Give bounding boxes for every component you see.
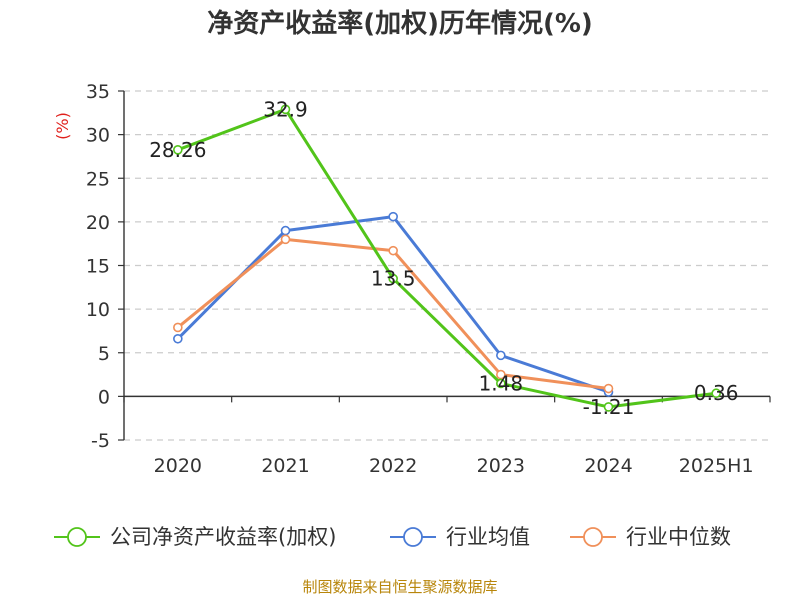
data-point xyxy=(280,104,291,115)
x-tick-label: 2022 xyxy=(369,455,417,477)
x-tick-label: 2025H1 xyxy=(679,455,754,477)
data-point xyxy=(388,211,398,222)
legend-label: 行业中位数 xyxy=(626,525,731,549)
data-point xyxy=(173,322,183,333)
legend-marker xyxy=(583,527,603,547)
data-point xyxy=(388,245,398,256)
data-label: -1.21 xyxy=(583,395,635,419)
legend-marker xyxy=(67,527,87,547)
y-axis-label: (%) xyxy=(53,112,72,140)
legend-item: 行业中位数 xyxy=(570,525,731,549)
series-lines xyxy=(173,104,721,412)
data-labels: 28.26 32.9 13.5 1.48 -1.21 0.36 xyxy=(149,97,738,419)
chart-title: 净资产收益率(加权)历年情况(%) xyxy=(207,8,593,39)
data-point xyxy=(711,388,721,399)
x-tick-label: 2023 xyxy=(477,455,525,477)
grid-lines xyxy=(124,90,770,441)
x-tick-label: 2024 xyxy=(584,455,632,477)
axes: 35 30 25 20 15 10 5 0 -5 2020 2021 2022 2023 2024 2025… xyxy=(86,81,771,477)
legend-item: 公司净资产收益率(加权) xyxy=(54,525,336,549)
x-tick-label: 2021 xyxy=(261,455,309,477)
data-point xyxy=(173,145,183,155)
y-tick-label: 15 xyxy=(86,256,110,278)
legend-item: 行业均值 xyxy=(390,525,530,549)
data-label: 28.26 xyxy=(149,138,206,162)
legend-label: 公司净资产收益率(加权) xyxy=(110,525,336,549)
series-line xyxy=(177,107,717,409)
data-point xyxy=(496,350,506,361)
y-tick-label: -5 xyxy=(91,430,110,452)
data-point xyxy=(496,369,506,380)
data-point xyxy=(603,383,614,394)
legend: 公司净资产收益率(加权) 行业均值 行业中位数 xyxy=(54,525,731,549)
source-note: 制图数据来自恒生聚源数据库 xyxy=(302,578,497,596)
data-point xyxy=(173,333,183,344)
y-tick-label: 10 xyxy=(86,299,110,321)
y-tick-label: 25 xyxy=(86,168,110,190)
series-line xyxy=(176,215,609,394)
data-point xyxy=(280,225,291,236)
y-tick-label: 20 xyxy=(86,212,110,234)
data-point xyxy=(496,378,506,389)
series-line xyxy=(176,237,609,391)
y-tick-label: 30 xyxy=(86,125,110,147)
data-label: 13.5 xyxy=(371,267,416,291)
data-point xyxy=(603,402,614,412)
y-tick-label: 0 xyxy=(98,386,110,408)
data-label: 32.9 xyxy=(263,97,308,121)
legend-label: 行业均值 xyxy=(446,525,530,549)
data-label: 1.48 xyxy=(479,371,524,395)
y-tick-label: 35 xyxy=(86,81,110,103)
data-point xyxy=(280,234,291,245)
y-tick-label: 5 xyxy=(98,343,110,365)
data-point xyxy=(388,273,398,284)
x-tick-label: 2020 xyxy=(154,455,202,477)
data-label: 0.36 xyxy=(694,381,739,405)
legend-marker xyxy=(403,527,423,547)
